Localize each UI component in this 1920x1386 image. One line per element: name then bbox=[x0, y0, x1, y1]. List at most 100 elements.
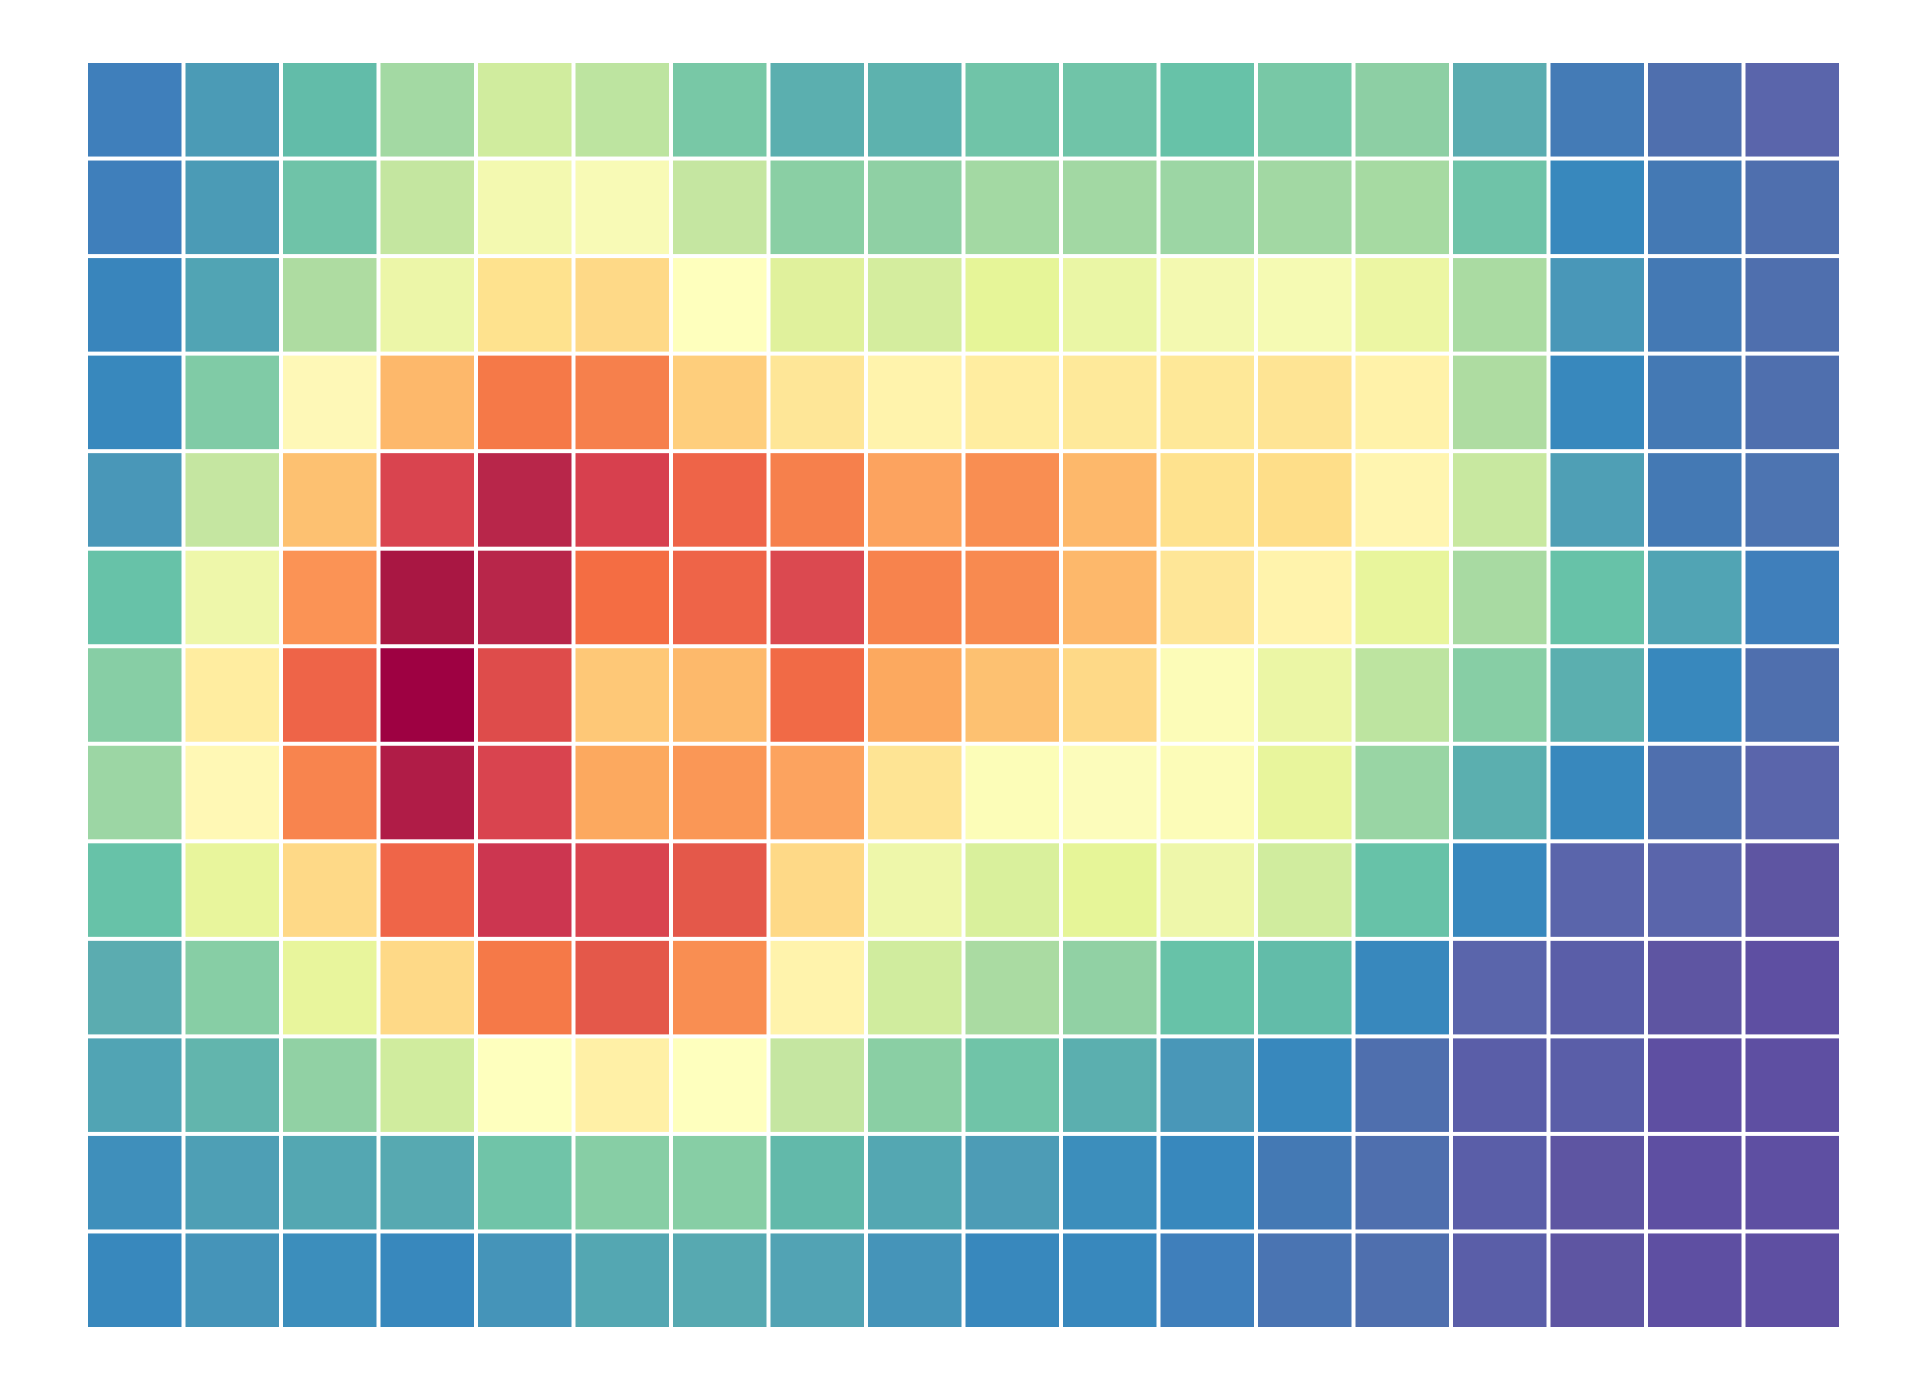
heatmap-cell-r0-c16 bbox=[1648, 63, 1742, 157]
heatmap-cell-r7-c0 bbox=[88, 745, 182, 840]
heatmap-cell-r12-c10 bbox=[1063, 1233, 1157, 1327]
heatmap-cell-r0-c15 bbox=[1550, 63, 1644, 157]
heatmap-cell-r11-c17 bbox=[1745, 1135, 1839, 1230]
heatmap-cell-r11-c2 bbox=[283, 1135, 377, 1230]
heatmap-cell-r3-c17 bbox=[1745, 355, 1839, 450]
heatmap-cell-r1-c5 bbox=[575, 160, 669, 255]
heatmap-cell-r1-c7 bbox=[770, 160, 864, 255]
heatmap-cell-r12-c11 bbox=[1160, 1233, 1254, 1327]
heatmap-cell-r6-c8 bbox=[868, 648, 962, 742]
heatmap-cell-r9-c16 bbox=[1648, 940, 1742, 1035]
heatmap-cell-r6-c4 bbox=[478, 648, 572, 742]
heatmap-cells bbox=[88, 63, 1839, 1327]
heatmap-cell-r5-c4 bbox=[478, 550, 572, 645]
heatmap-cell-r11-c16 bbox=[1648, 1135, 1742, 1230]
heatmap-cell-r10-c15 bbox=[1550, 1038, 1644, 1132]
heatmap-cell-r7-c5 bbox=[575, 745, 669, 840]
heatmap-cell-r2-c3 bbox=[380, 258, 474, 352]
heatmap-cell-r10-c3 bbox=[380, 1038, 474, 1132]
heatmap-cell-r0-c10 bbox=[1063, 63, 1157, 157]
heatmap-cell-r9-c0 bbox=[88, 940, 182, 1035]
heatmap-cell-r12-c1 bbox=[185, 1233, 279, 1327]
heatmap-cell-r10-c16 bbox=[1648, 1038, 1742, 1132]
heatmap-cell-r3-c4 bbox=[478, 355, 572, 450]
heatmap-cell-r7-c14 bbox=[1453, 745, 1547, 840]
heatmap-cell-r6-c5 bbox=[575, 648, 669, 742]
heatmap-cell-r9-c5 bbox=[575, 940, 669, 1035]
heatmap-cell-r9-c3 bbox=[380, 940, 474, 1035]
heatmap-cell-r11-c11 bbox=[1160, 1135, 1254, 1230]
heatmap-cell-r1-c0 bbox=[88, 160, 182, 255]
heatmap-cell-r9-c10 bbox=[1063, 940, 1157, 1035]
heatmap-cell-r4-c4 bbox=[478, 453, 572, 547]
heatmap-cell-r4-c13 bbox=[1355, 453, 1449, 547]
heatmap-cell-r5-c7 bbox=[770, 550, 864, 645]
heatmap-cell-r2-c11 bbox=[1160, 258, 1254, 352]
heatmap-cell-r9-c4 bbox=[478, 940, 572, 1035]
heatmap-cell-r0-c17 bbox=[1745, 63, 1839, 157]
heatmap-cell-r1-c10 bbox=[1063, 160, 1157, 255]
heatmap-cell-r1-c17 bbox=[1745, 160, 1839, 255]
heatmap-cell-r1-c9 bbox=[965, 160, 1059, 255]
heatmap-cell-r1-c4 bbox=[478, 160, 572, 255]
heatmap-cell-r11-c8 bbox=[868, 1135, 962, 1230]
heatmap-cell-r0-c8 bbox=[868, 63, 962, 157]
heatmap-cell-r8-c4 bbox=[478, 843, 572, 937]
heatmap-cell-r5-c6 bbox=[673, 550, 767, 645]
heatmap-cell-r7-c9 bbox=[965, 745, 1059, 840]
heatmap-cell-r10-c1 bbox=[185, 1038, 279, 1132]
heatmap-cell-r11-c13 bbox=[1355, 1135, 1449, 1230]
heatmap-cell-r5-c0 bbox=[88, 550, 182, 645]
heatmap-cell-r5-c15 bbox=[1550, 550, 1644, 645]
heatmap-cell-r10-c0 bbox=[88, 1038, 182, 1132]
heatmap-cell-r5-c17 bbox=[1745, 550, 1839, 645]
heatmap-cell-r3-c14 bbox=[1453, 355, 1547, 450]
heatmap-cell-r6-c9 bbox=[965, 648, 1059, 742]
heatmap-cell-r12-c15 bbox=[1550, 1233, 1644, 1327]
heatmap-cell-r10-c11 bbox=[1160, 1038, 1254, 1132]
heatmap-cell-r7-c4 bbox=[478, 745, 572, 840]
heatmap-cell-r3-c16 bbox=[1648, 355, 1742, 450]
heatmap-cell-r1-c15 bbox=[1550, 160, 1644, 255]
heatmap-cell-r11-c6 bbox=[673, 1135, 767, 1230]
heatmap-cell-r2-c6 bbox=[673, 258, 767, 352]
heatmap-cell-r7-c12 bbox=[1258, 745, 1352, 840]
heatmap-cell-r10-c9 bbox=[965, 1038, 1059, 1132]
heatmap-cell-r7-c7 bbox=[770, 745, 864, 840]
heatmap-cell-r7-c11 bbox=[1160, 745, 1254, 840]
heatmap-cell-r8-c1 bbox=[185, 843, 279, 937]
heatmap-cell-r2-c4 bbox=[478, 258, 572, 352]
heatmap-cell-r4-c16 bbox=[1648, 453, 1742, 547]
heatmap-cell-r4-c0 bbox=[88, 453, 182, 547]
heatmap-cell-r7-c8 bbox=[868, 745, 962, 840]
heatmap-cell-r6-c17 bbox=[1745, 648, 1839, 742]
heatmap-cell-r0-c5 bbox=[575, 63, 669, 157]
heatmap-cell-r0-c3 bbox=[380, 63, 474, 157]
heatmap-cell-r8-c17 bbox=[1745, 843, 1839, 937]
heatmap-cell-r0-c7 bbox=[770, 63, 864, 157]
heatmap-cell-r9-c6 bbox=[673, 940, 767, 1035]
heatmap-cell-r4-c2 bbox=[283, 453, 377, 547]
heatmap-cell-r5-c14 bbox=[1453, 550, 1547, 645]
heatmap-cell-r4-c9 bbox=[965, 453, 1059, 547]
heatmap-cell-r4-c8 bbox=[868, 453, 962, 547]
heatmap-cell-r1-c6 bbox=[673, 160, 767, 255]
heatmap-cell-r6-c13 bbox=[1355, 648, 1449, 742]
heatmap-cell-r1-c8 bbox=[868, 160, 962, 255]
heatmap-cell-r6-c2 bbox=[283, 648, 377, 742]
heatmap-cell-r11-c1 bbox=[185, 1135, 279, 1230]
heatmap-cell-r10-c2 bbox=[283, 1038, 377, 1132]
heatmap-cell-r8-c16 bbox=[1648, 843, 1742, 937]
heatmap-cell-r4-c14 bbox=[1453, 453, 1547, 547]
heatmap-cell-r4-c3 bbox=[380, 453, 474, 547]
heatmap-cell-r12-c3 bbox=[380, 1233, 474, 1327]
heatmap-cell-r12-c8 bbox=[868, 1233, 962, 1327]
heatmap-cell-r8-c13 bbox=[1355, 843, 1449, 937]
heatmap-cell-r4-c17 bbox=[1745, 453, 1839, 547]
heatmap-cell-r0-c14 bbox=[1453, 63, 1547, 157]
heatmap-cell-r3-c0 bbox=[88, 355, 182, 450]
heatmap-cell-r1-c1 bbox=[185, 160, 279, 255]
heatmap-cell-r11-c3 bbox=[380, 1135, 474, 1230]
heatmap-cell-r4-c5 bbox=[575, 453, 669, 547]
heatmap-cell-r6-c16 bbox=[1648, 648, 1742, 742]
